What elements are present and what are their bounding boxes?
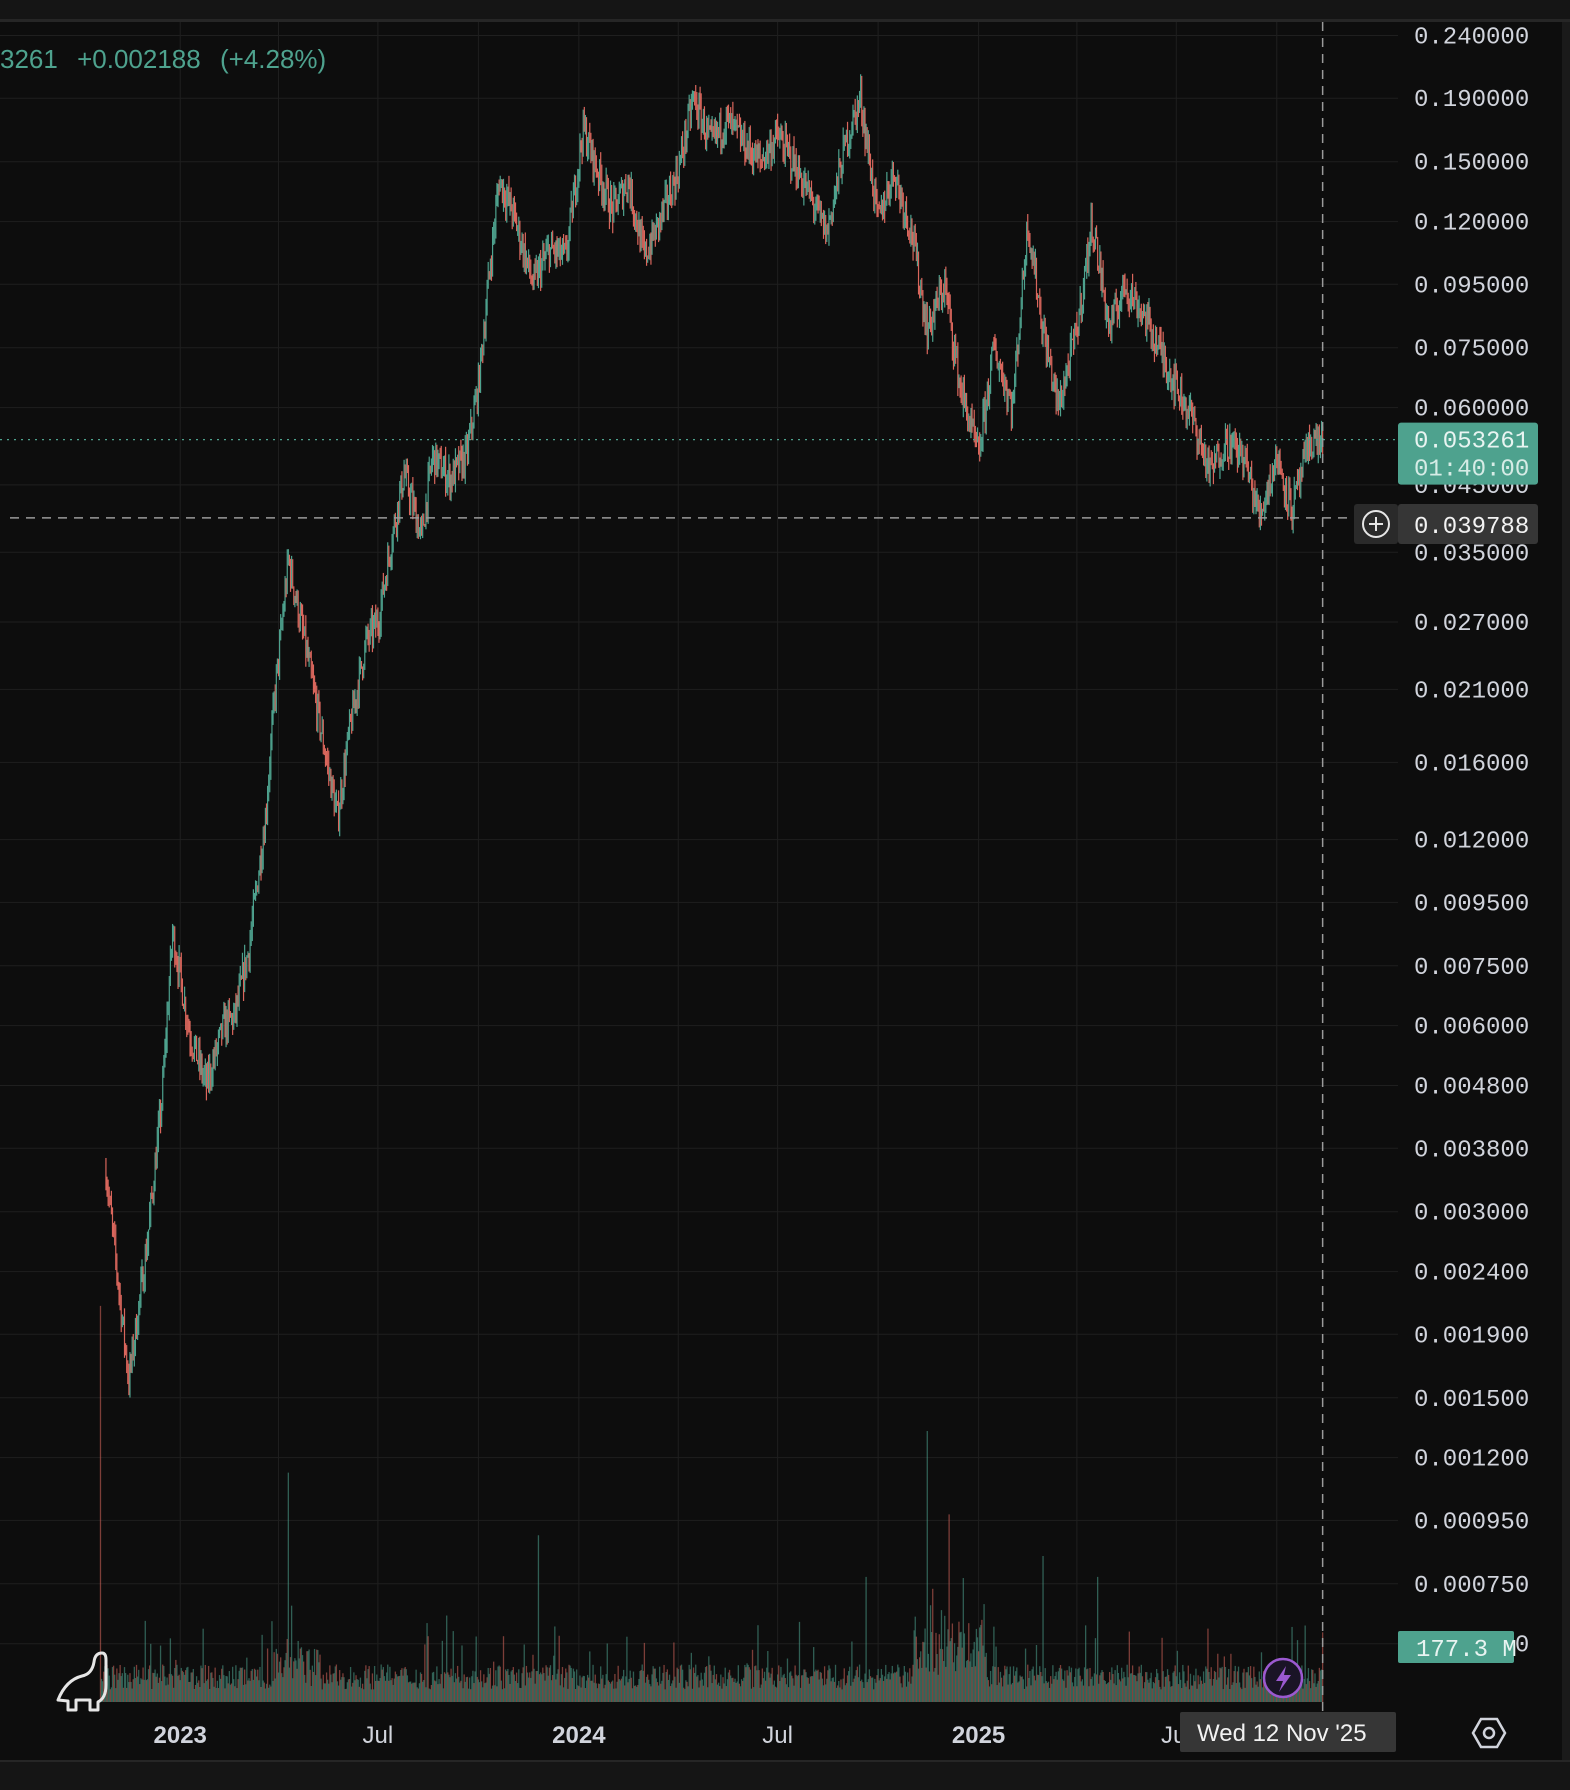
- legend-change: +0.002188: [77, 44, 201, 74]
- crosshair-price-tag: 0.039788: [1354, 504, 1538, 544]
- y-tick-label: 0.001200: [1414, 1447, 1529, 1474]
- y-tick-label: 0.009500: [1414, 891, 1529, 918]
- last-price-value: 0.053261: [1414, 429, 1529, 456]
- y-tick-label: 0.021000: [1414, 678, 1529, 705]
- y-tick-label: 0.075000: [1414, 337, 1529, 364]
- time-axis: 2023 Jul 2024 Jul 2025 Jul: [154, 1722, 1192, 1749]
- legend-last-value: 3261: [0, 44, 58, 74]
- y-tick-label: 0.003800: [1414, 1137, 1529, 1164]
- x-tick-label: Jul: [363, 1722, 394, 1749]
- y-tick-label: 0.006000: [1414, 1015, 1529, 1042]
- top-toolbar-strip: [0, 0, 1570, 22]
- y-tick-label: 0.190000: [1414, 87, 1529, 114]
- plus-circle-icon[interactable]: [1362, 510, 1390, 538]
- x-tick-label: 2025: [952, 1722, 1005, 1749]
- y-tick-label: 0.150000: [1414, 151, 1529, 178]
- legend-change-pct: (+4.28%): [219, 44, 327, 74]
- y-tick-label: 0.240000: [1414, 25, 1529, 52]
- y-tick-label: 0.001500: [1414, 1387, 1529, 1414]
- price-axis: 0.240000 0.190000 0.150000 0.120000 0.095000…: [1414, 25, 1529, 1660]
- x-tick-label: 2023: [154, 1722, 207, 1749]
- y-tick-label: 0.027000: [1414, 611, 1529, 638]
- y-tick-label: 0.000950: [1414, 1509, 1529, 1536]
- chart-grid: [0, 22, 1398, 1702]
- y-tick-label: 0.007500: [1414, 955, 1529, 982]
- right-panel-edge: [1562, 22, 1570, 1760]
- bottom-toolbar-strip: [0, 1760, 1570, 1790]
- y-tick-label: 0.000750: [1414, 1573, 1529, 1600]
- last-price-tag: 0.053261 01:40:00: [1398, 422, 1538, 485]
- y-tick-label: 0.003000: [1414, 1201, 1529, 1228]
- y-tick-label: 0.035000: [1414, 541, 1529, 568]
- y-tick-label: 0.120000: [1414, 211, 1529, 238]
- crosshair-price-value: 0.039788: [1414, 514, 1529, 541]
- dinosaur-icon: [56, 1651, 108, 1712]
- y-tick-label: 0.002400: [1414, 1261, 1529, 1288]
- ohlc-legend: 3261 +0.002188 (+4.28%): [0, 44, 338, 75]
- x-tick-label: 2024: [552, 1722, 606, 1749]
- y-tick-label: 0.012000: [1414, 829, 1529, 856]
- y-tick-label: 0.004800: [1414, 1075, 1529, 1102]
- crosshair-date-tag: Wed 12 Nov '25: [1180, 1712, 1396, 1752]
- crosshair-date: Wed 12 Nov '25: [1197, 1720, 1367, 1747]
- y-tick-label: 0.060000: [1414, 397, 1529, 424]
- lightning-icon[interactable]: [1262, 1657, 1304, 1699]
- settings-icon[interactable]: [1471, 1717, 1507, 1749]
- price-candles: [105, 74, 1324, 1398]
- y-tick-label: 0.001900: [1414, 1323, 1529, 1350]
- y-tick-label: 0.095000: [1414, 273, 1529, 300]
- x-tick-label: Jul: [762, 1722, 793, 1749]
- volume-value: 177.3 M: [1416, 1637, 1517, 1664]
- volume-tag: 177.3 M: [1398, 1631, 1517, 1664]
- y-tick-label: 0.016000: [1414, 751, 1529, 778]
- volume-bars: [99, 1305, 1324, 1702]
- bar-countdown: 01:40:00: [1414, 457, 1529, 484]
